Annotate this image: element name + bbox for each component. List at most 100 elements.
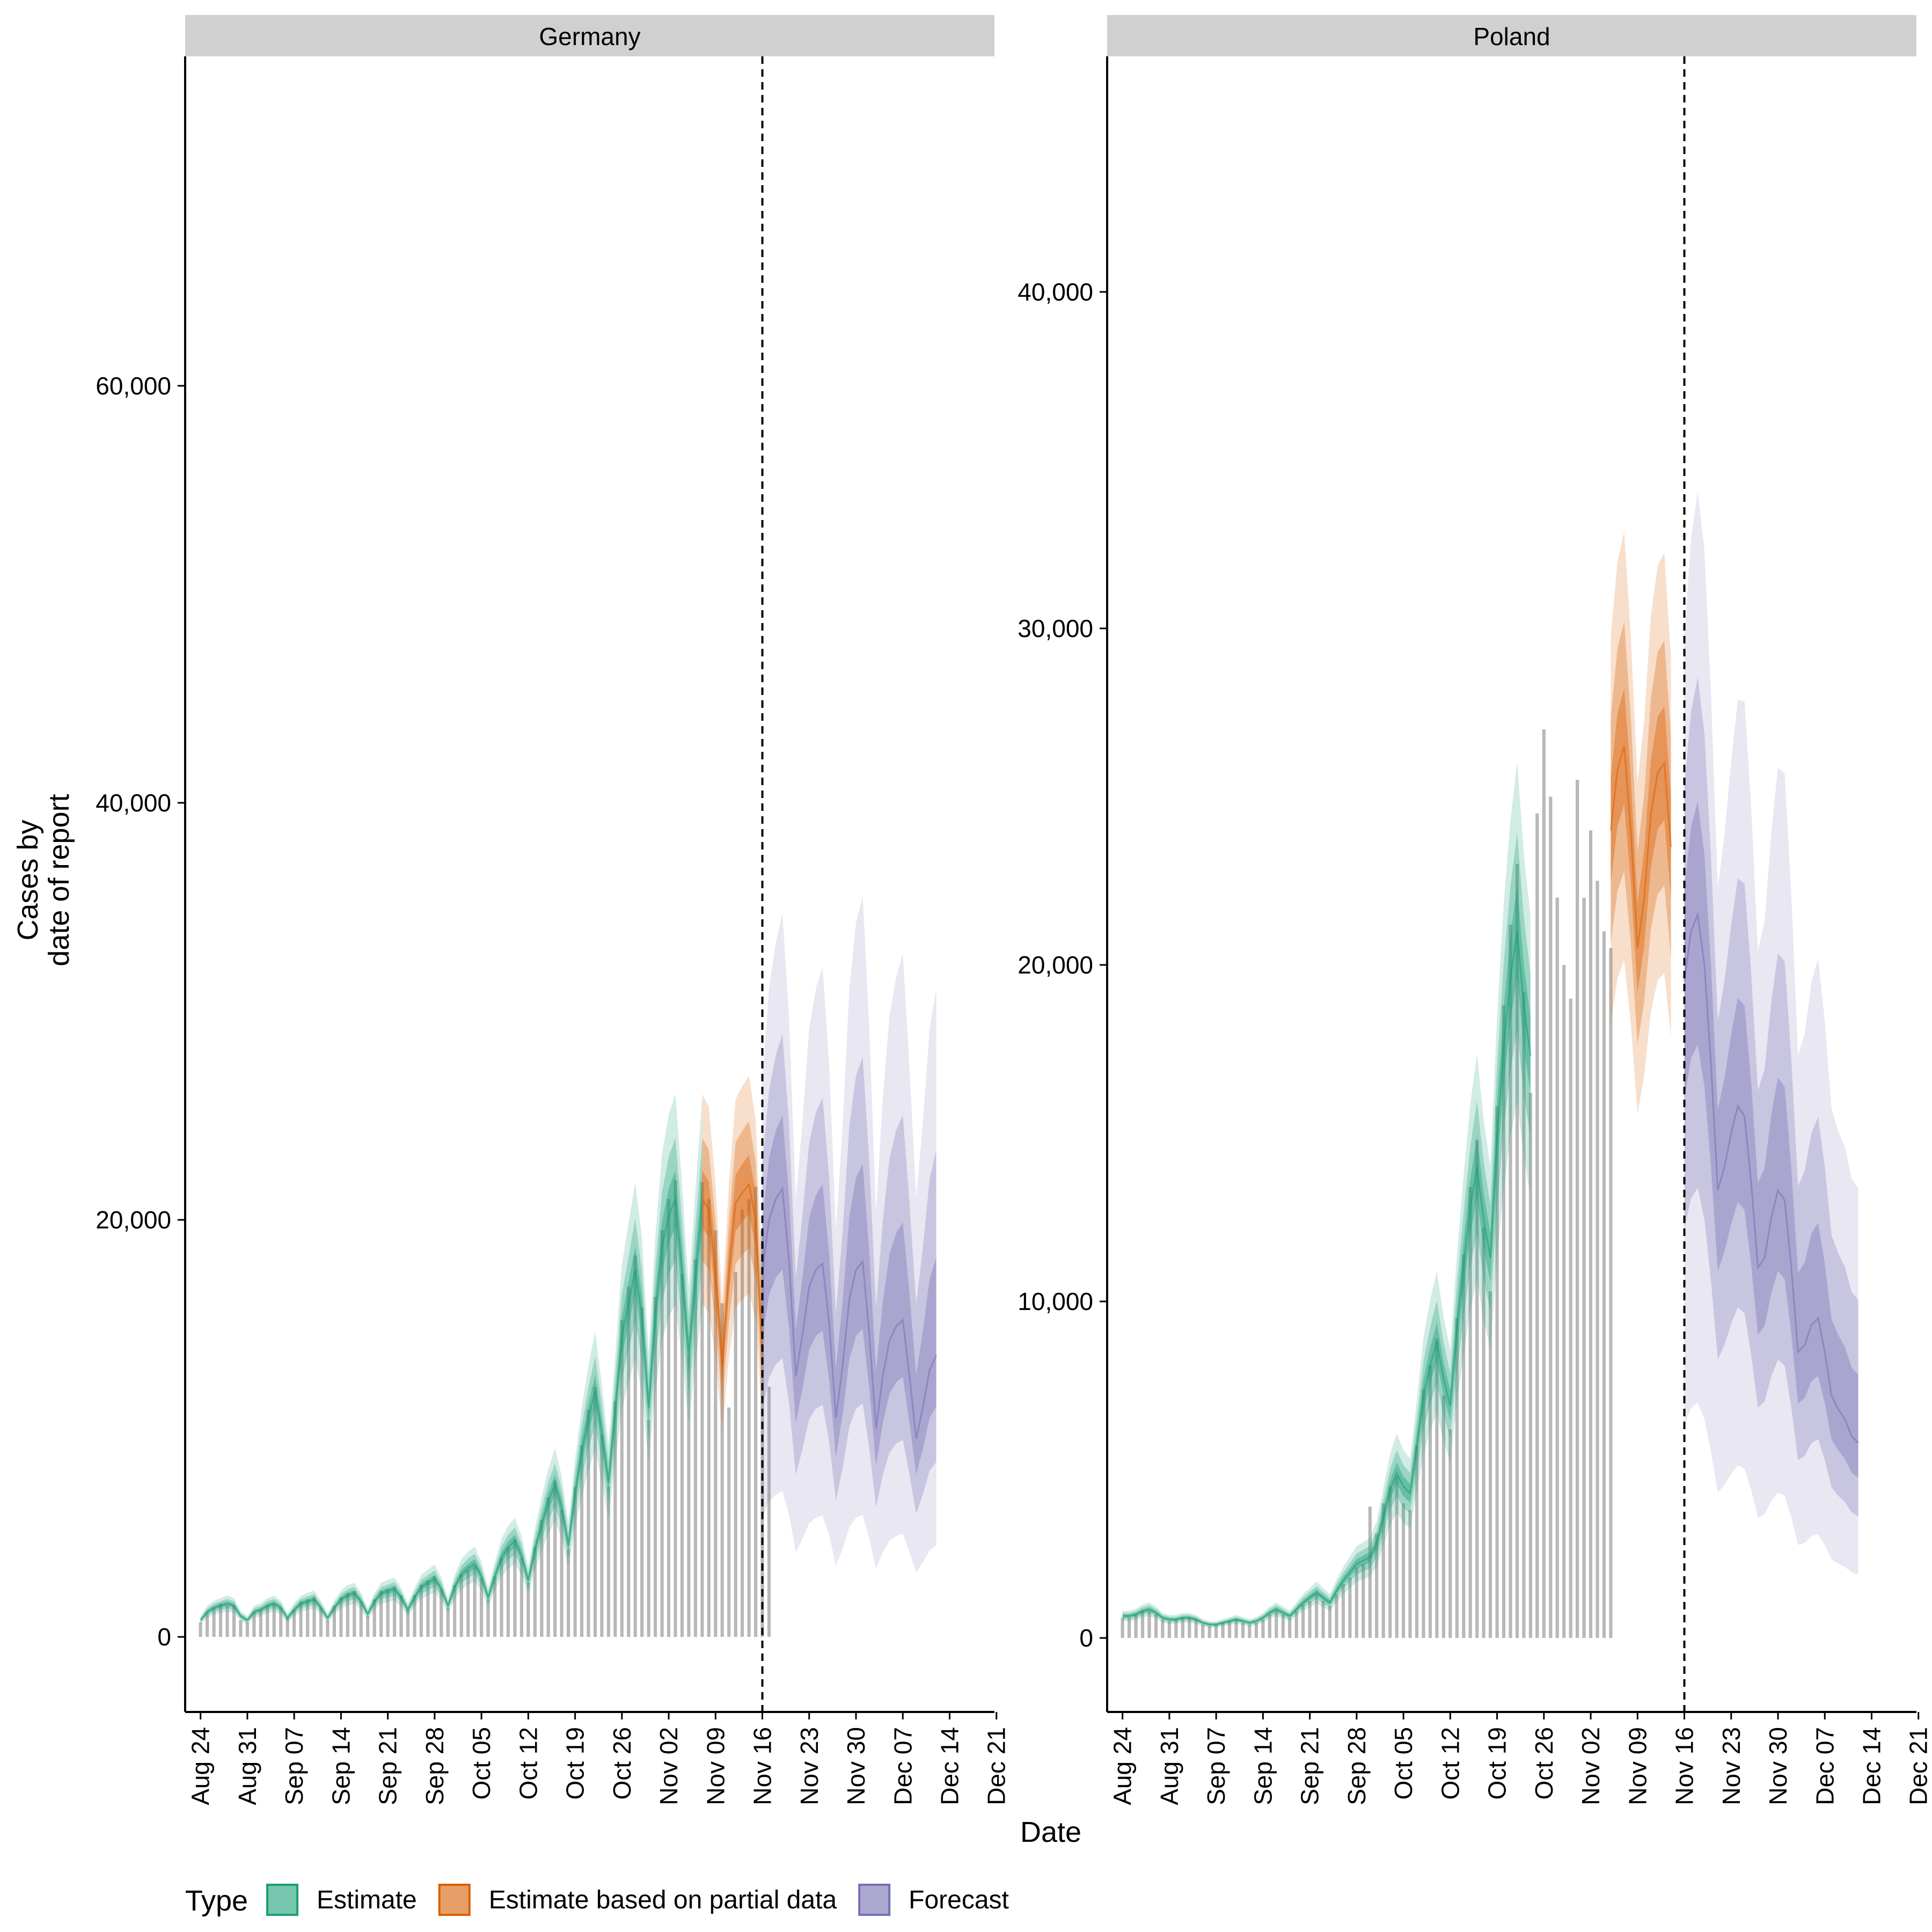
- germany-reported-bar: [760, 1230, 764, 1637]
- poland-reported-bar: [1275, 1611, 1278, 1638]
- germany-reported-bar: [259, 1609, 262, 1637]
- poland-x-tick-label: Nov 09: [1623, 1727, 1651, 1805]
- poland-x-tick-label: Oct 19: [1483, 1727, 1511, 1800]
- poland-x-tick-label: Dec 07: [1811, 1727, 1839, 1805]
- germany-x-tick-label: Sep 28: [421, 1727, 449, 1805]
- germany-reported-bar: [674, 1180, 677, 1637]
- legend-title: Type: [185, 1885, 248, 1917]
- germany-reported-bar: [413, 1595, 416, 1637]
- poland-reported-bar: [1388, 1486, 1392, 1638]
- poland-x-tick-label: Aug 31: [1155, 1727, 1183, 1805]
- germany-reported-bar: [493, 1576, 497, 1637]
- poland-reported-bar: [1248, 1624, 1252, 1638]
- germany-reported-bar: [245, 1622, 249, 1637]
- poland-reported-bar: [1422, 1389, 1425, 1638]
- legend: Type Estimate Estimate based on partial d…: [185, 1884, 1009, 1917]
- germany-reported-bar: [747, 1199, 751, 1637]
- y-axis-title-line-1: Cases by: [12, 819, 44, 940]
- poland-reported-bar: [1228, 1621, 1232, 1638]
- germany-reported-bar: [700, 1182, 704, 1637]
- germany-forecast-band: [762, 1115, 936, 1475]
- poland-reported-bar: [1562, 965, 1566, 1638]
- poland-reported-bar: [1328, 1606, 1332, 1638]
- germany-estimate-median-line: [200, 1198, 703, 1621]
- germany-reported-bar: [693, 1259, 697, 1637]
- poland-strip: [1107, 15, 1916, 56]
- poland-partial-band: [1611, 532, 1671, 1114]
- germany-reported-bar: [440, 1589, 443, 1637]
- poland-reported-bar: [1214, 1624, 1218, 1638]
- poland-x-tick-label: Nov 02: [1577, 1727, 1605, 1805]
- poland-reported-bar: [1441, 1395, 1445, 1638]
- poland-reported-bar: [1582, 897, 1586, 1638]
- germany-reported-bar: [399, 1595, 403, 1637]
- poland-reported-bar: [1375, 1533, 1379, 1638]
- germany-x-tick-label: Sep 21: [374, 1727, 402, 1805]
- germany-panel: Germany 0 20,000 40,000 60,000 Aug 24 Aug 31…: [96, 15, 1011, 1805]
- germany-y-tick-label: 0: [157, 1623, 171, 1651]
- poland-partial-median-line: [1609, 745, 1672, 948]
- germany-y-tick-label: 60,000: [96, 372, 171, 400]
- poland-reported-bar: [1315, 1594, 1319, 1638]
- germany-reported-bar: [667, 1199, 671, 1637]
- poland-reported-bar: [1261, 1619, 1265, 1638]
- germany-x-tick-label: Nov 02: [655, 1727, 683, 1805]
- germany-reported-bar: [560, 1510, 564, 1637]
- germany-reported-bar: [279, 1607, 283, 1637]
- germany-reported-bar: [379, 1591, 383, 1637]
- x-axis-title: Date: [1020, 1816, 1081, 1848]
- germany-reported-bar: [714, 1230, 718, 1637]
- poland-x-tick-label: Aug 24: [1109, 1727, 1137, 1805]
- poland-reported-bar: [1569, 998, 1572, 1638]
- poland-y-ticks: 0 10,000 20,000 30,000 40,000: [1018, 278, 1107, 1652]
- germany-reported-bar: [480, 1578, 484, 1637]
- poland-reported-bar: [1381, 1503, 1385, 1638]
- poland-reported-bar: [1308, 1601, 1312, 1638]
- germany-median-lines: [200, 1182, 937, 1621]
- legend-items: Estimate Estimate based on partial data Fo…: [266, 1884, 1009, 1916]
- germany-reported-bar: [567, 1549, 570, 1637]
- germany-reported-bar: [225, 1605, 229, 1637]
- poland-y-tick-label: 20,000: [1018, 951, 1093, 979]
- germany-x-tick-label: Nov 23: [795, 1727, 823, 1805]
- germany-reported-bar: [393, 1586, 397, 1637]
- poland-reported-bar: [1555, 897, 1559, 1638]
- poland-reported-bar: [1140, 1611, 1145, 1638]
- germany-reported-bar: [573, 1487, 577, 1637]
- poland-reported-bar: [1208, 1626, 1211, 1638]
- germany-forecast-band: [762, 1034, 936, 1514]
- germany-strip-label: Germany: [539, 23, 640, 50]
- poland-forecast-band: [1684, 801, 1858, 1478]
- germany-reported-bar: [326, 1620, 330, 1637]
- poland-y-tick-label: 40,000: [1018, 278, 1093, 306]
- poland-reported-bar: [1368, 1506, 1372, 1638]
- legend-label-partial: Estimate based on partial data: [489, 1886, 837, 1914]
- poland-reported-bar: [1576, 780, 1579, 1638]
- poland-median-lines: [1122, 745, 1859, 1626]
- poland-x-tick-label: Sep 14: [1249, 1727, 1277, 1805]
- germany-reported-bar: [212, 1607, 216, 1637]
- germany-reported-bar: [606, 1487, 610, 1637]
- germany-reported-bar: [473, 1566, 477, 1637]
- poland-estimate-band: [1122, 762, 1531, 1628]
- poland-reported-bar: [1482, 1227, 1485, 1638]
- poland-reported-bar: [1221, 1622, 1225, 1638]
- germany-partial-median-line: [701, 1182, 763, 1366]
- germany-reported-bar: [459, 1574, 463, 1637]
- germany-reported-bar: [553, 1480, 557, 1637]
- germany-reported-bar: [199, 1622, 202, 1637]
- germany-reported-bar: [306, 1599, 310, 1637]
- poland-reported-bar: [1468, 1187, 1472, 1638]
- poland-x-tick-label: Sep 07: [1202, 1727, 1230, 1805]
- germany-x-tick-label: Dec 07: [889, 1727, 917, 1805]
- germany-reported-bar: [580, 1445, 584, 1637]
- poland-reported-bar: [1154, 1614, 1158, 1638]
- germany-x-tick-label: Aug 31: [233, 1727, 261, 1805]
- germany-reported-bar: [446, 1607, 450, 1637]
- germany-partial-band: [702, 1121, 763, 1404]
- poland-reported-bar: [1294, 1611, 1298, 1638]
- germany-reported-bar: [232, 1605, 236, 1637]
- germany-reported-bar: [647, 1420, 650, 1637]
- poland-reported-bar: [1121, 1618, 1124, 1638]
